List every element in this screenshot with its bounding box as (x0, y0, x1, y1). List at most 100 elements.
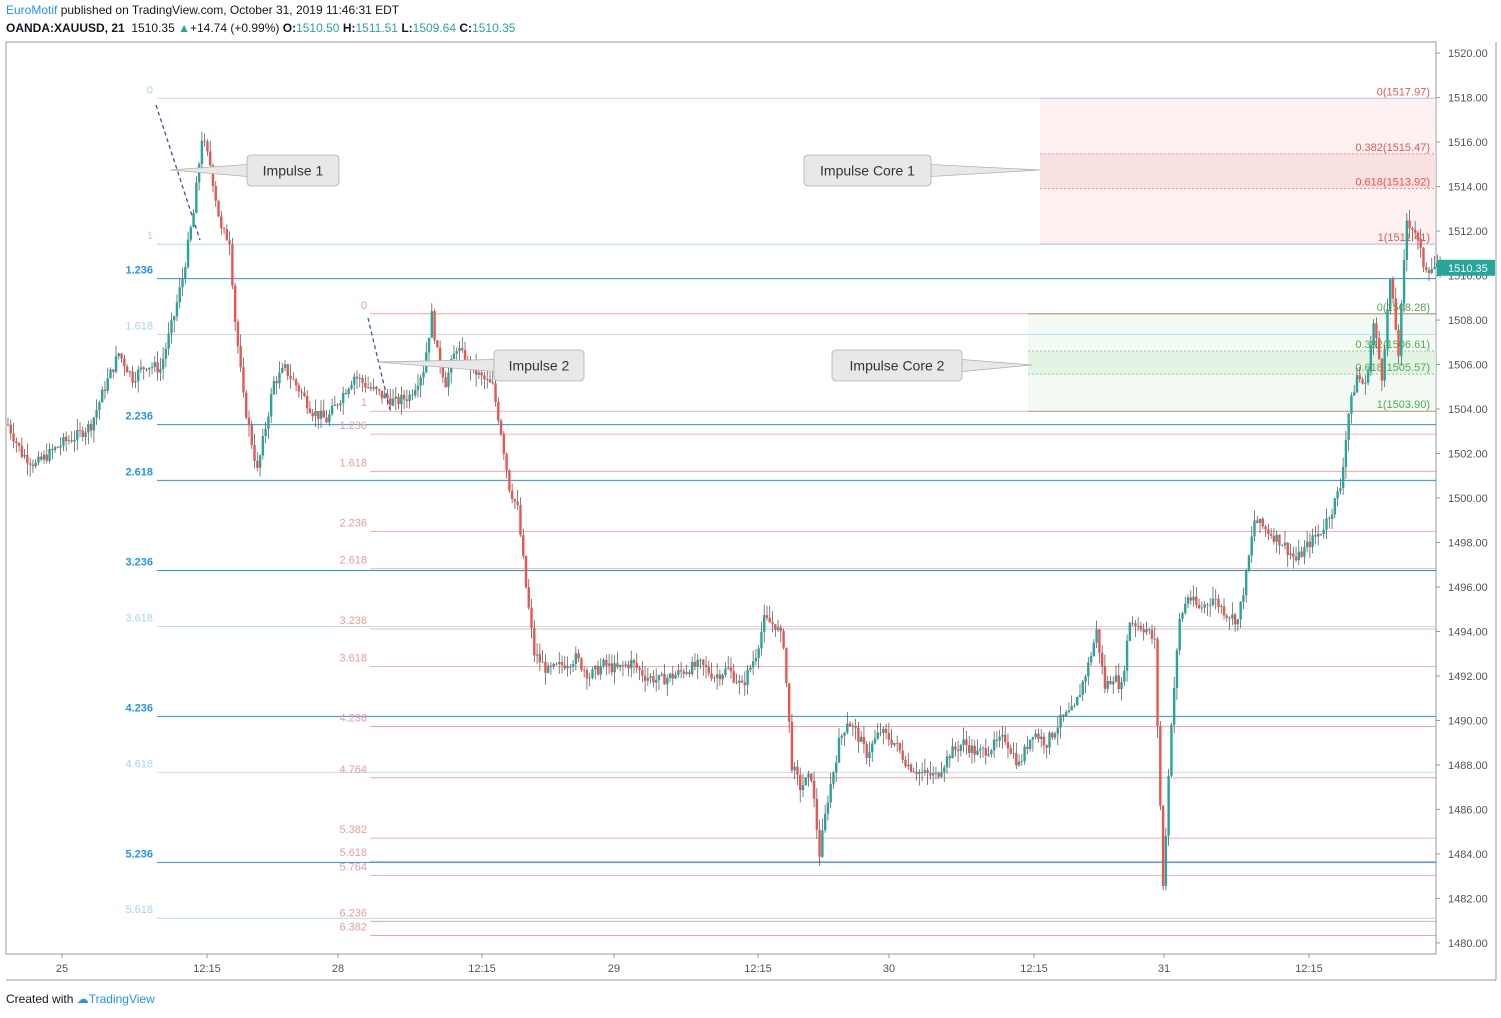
candle-body[interactable] (1272, 535, 1276, 542)
candle-body[interactable] (776, 627, 780, 630)
candle-body[interactable] (1413, 229, 1417, 233)
candle-body[interactable] (660, 673, 663, 676)
candle-body[interactable] (73, 439, 76, 442)
candle-body[interactable] (865, 743, 868, 759)
candle-body[interactable] (995, 739, 999, 741)
candle-body[interactable] (1170, 724, 1173, 776)
candle-body[interactable] (1195, 596, 1198, 605)
candle-body[interactable] (998, 736, 1001, 741)
candle-body[interactable] (491, 382, 494, 384)
candle-body[interactable] (1297, 551, 1301, 561)
candle-body[interactable] (505, 453, 508, 471)
candle-body[interactable] (522, 535, 525, 557)
candle-body[interactable] (67, 440, 71, 442)
candle-body[interactable] (78, 430, 82, 431)
candle-body[interactable] (1336, 491, 1339, 499)
candle-body[interactable] (1355, 375, 1359, 393)
candle-body[interactable] (189, 227, 193, 240)
candle-body[interactable] (732, 671, 735, 683)
candle-body[interactable] (558, 662, 561, 664)
candle-body[interactable] (654, 679, 658, 683)
candle-body[interactable] (283, 364, 287, 368)
candle-body[interactable] (1402, 260, 1406, 304)
candle-body[interactable] (1015, 752, 1018, 766)
candle-body[interactable] (438, 347, 442, 367)
candle-body[interactable] (1053, 733, 1057, 738)
candle-body[interactable] (200, 140, 204, 165)
candle-body[interactable] (339, 403, 342, 406)
candle-body[interactable] (1197, 604, 1201, 609)
candle-body[interactable] (951, 746, 954, 759)
candle-body[interactable] (1012, 752, 1015, 754)
candle-body[interactable] (1051, 732, 1054, 738)
candle-body[interactable] (596, 665, 600, 675)
candle-body[interactable] (1330, 514, 1334, 519)
candle-body[interactable] (6, 424, 10, 426)
candle-body[interactable] (195, 182, 198, 213)
candle-body[interactable] (793, 766, 796, 771)
candle-body[interactable] (372, 386, 375, 389)
candle-body[interactable] (538, 654, 542, 663)
candle-body[interactable] (12, 433, 15, 442)
candle-body[interactable] (1045, 745, 1048, 748)
candle-body[interactable] (1339, 488, 1342, 492)
candle-body[interactable] (413, 389, 417, 396)
candle-body[interactable] (397, 396, 400, 405)
candle-body[interactable] (854, 725, 857, 728)
candle-body[interactable] (594, 665, 597, 670)
candle-body[interactable] (206, 141, 209, 152)
candle-body[interactable] (1186, 597, 1190, 604)
candle-body[interactable] (771, 622, 774, 625)
candle-body[interactable] (256, 460, 259, 468)
candle-body[interactable] (948, 756, 951, 759)
candle-body[interactable] (605, 659, 608, 666)
candle-body[interactable] (613, 663, 616, 673)
candle-body[interactable] (53, 447, 57, 451)
candle-body[interactable] (1100, 652, 1104, 667)
candle-body[interactable] (1389, 279, 1392, 310)
candle-body[interactable] (627, 664, 630, 669)
candle-body[interactable] (837, 737, 841, 763)
candle-body[interactable] (763, 615, 766, 632)
candle-body[interactable] (544, 661, 547, 673)
candle-body[interactable] (347, 388, 350, 394)
candle-body[interactable] (621, 664, 625, 666)
candle-body[interactable] (455, 351, 458, 354)
candle-body[interactable] (765, 615, 769, 618)
candle-body[interactable] (1078, 694, 1082, 698)
candle-body[interactable] (317, 410, 320, 419)
candle-body[interactable] (1269, 534, 1273, 536)
candle-body[interactable] (1156, 638, 1159, 726)
candle-body[interactable] (643, 675, 647, 681)
candle-body[interactable] (1278, 534, 1281, 546)
candle-body[interactable] (1258, 518, 1262, 524)
candle-body[interactable] (452, 353, 456, 360)
candle-body[interactable] (236, 321, 240, 347)
candle-body[interactable] (1341, 466, 1345, 489)
candle-body[interactable] (1383, 349, 1386, 381)
candle-body[interactable] (353, 376, 356, 385)
candle-body[interactable] (1408, 220, 1411, 229)
candle-body[interactable] (1062, 714, 1065, 716)
candle-body[interactable] (1228, 617, 1231, 619)
candle-body[interactable] (882, 728, 885, 733)
candle-body[interactable] (1427, 270, 1431, 273)
candle-body[interactable] (87, 423, 90, 433)
candle-body[interactable] (1394, 298, 1397, 330)
candle-body[interactable] (657, 675, 661, 680)
candle-body[interactable] (1391, 279, 1395, 299)
candle-body[interactable] (624, 664, 627, 666)
candle-body[interactable] (757, 648, 760, 659)
candle-body[interactable] (1064, 712, 1068, 716)
candle-body[interactable] (710, 673, 713, 679)
candle-body[interactable] (563, 665, 566, 669)
candle-body[interactable] (1095, 629, 1098, 643)
candle-body[interactable] (829, 783, 832, 803)
candle-body[interactable] (702, 659, 705, 665)
candle-body[interactable] (790, 721, 794, 771)
candle-body[interactable] (1308, 541, 1312, 548)
candle-body[interactable] (42, 454, 46, 460)
candle-body[interactable] (311, 412, 314, 417)
candle-body[interactable] (444, 377, 447, 388)
candle-body[interactable] (1372, 323, 1375, 346)
